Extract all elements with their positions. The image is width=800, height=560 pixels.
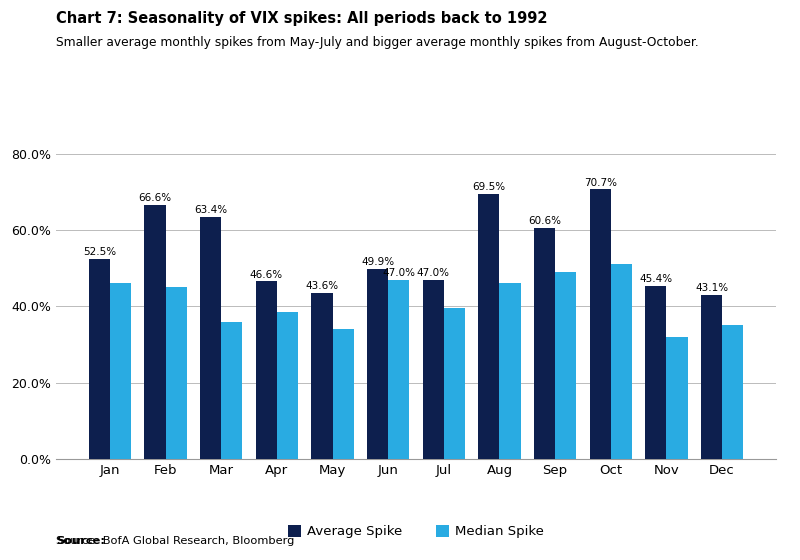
Bar bbox=[256, 281, 277, 459]
Bar bbox=[166, 287, 186, 459]
Bar bbox=[534, 227, 555, 459]
Bar bbox=[722, 325, 743, 459]
Bar bbox=[499, 283, 521, 459]
Text: 60.6%: 60.6% bbox=[528, 216, 561, 226]
Bar bbox=[367, 269, 388, 459]
Bar bbox=[590, 189, 611, 459]
Text: Source:: Source: bbox=[56, 536, 105, 546]
Bar bbox=[110, 283, 131, 459]
Bar bbox=[89, 259, 110, 459]
Bar bbox=[646, 286, 666, 459]
Bar bbox=[701, 295, 722, 459]
Bar bbox=[666, 337, 688, 459]
Bar bbox=[144, 205, 166, 459]
Text: 52.5%: 52.5% bbox=[82, 247, 116, 257]
Text: 47.0%: 47.0% bbox=[417, 268, 450, 278]
Bar bbox=[388, 279, 410, 459]
Bar bbox=[611, 264, 632, 459]
Text: Smaller average monthly spikes from May-July and bigger average monthly spikes f: Smaller average monthly spikes from May-… bbox=[56, 36, 698, 49]
Text: 69.5%: 69.5% bbox=[472, 182, 506, 192]
Bar bbox=[555, 272, 576, 459]
Text: 66.6%: 66.6% bbox=[138, 193, 171, 203]
Bar bbox=[444, 308, 465, 459]
Bar bbox=[200, 217, 221, 459]
Text: 46.6%: 46.6% bbox=[250, 269, 283, 279]
Text: 49.9%: 49.9% bbox=[361, 257, 394, 267]
Bar bbox=[277, 312, 298, 459]
Legend: Average Spike, Median Spike: Average Spike, Median Spike bbox=[282, 520, 550, 544]
Bar bbox=[422, 279, 444, 459]
Text: 70.7%: 70.7% bbox=[584, 178, 617, 188]
Text: Chart 7: Seasonality of VIX spikes: All periods back to 1992: Chart 7: Seasonality of VIX spikes: All … bbox=[56, 11, 547, 26]
Bar bbox=[333, 329, 354, 459]
Text: 43.6%: 43.6% bbox=[306, 281, 338, 291]
Bar bbox=[311, 292, 333, 459]
Text: 45.4%: 45.4% bbox=[639, 274, 673, 284]
Bar bbox=[478, 194, 499, 459]
Text: Source: BofA Global Research, Bloomberg: Source: BofA Global Research, Bloomberg bbox=[56, 536, 294, 546]
Text: 63.4%: 63.4% bbox=[194, 206, 227, 216]
Text: 47.0%: 47.0% bbox=[382, 268, 415, 278]
Text: 43.1%: 43.1% bbox=[695, 283, 728, 293]
Bar bbox=[221, 321, 242, 459]
